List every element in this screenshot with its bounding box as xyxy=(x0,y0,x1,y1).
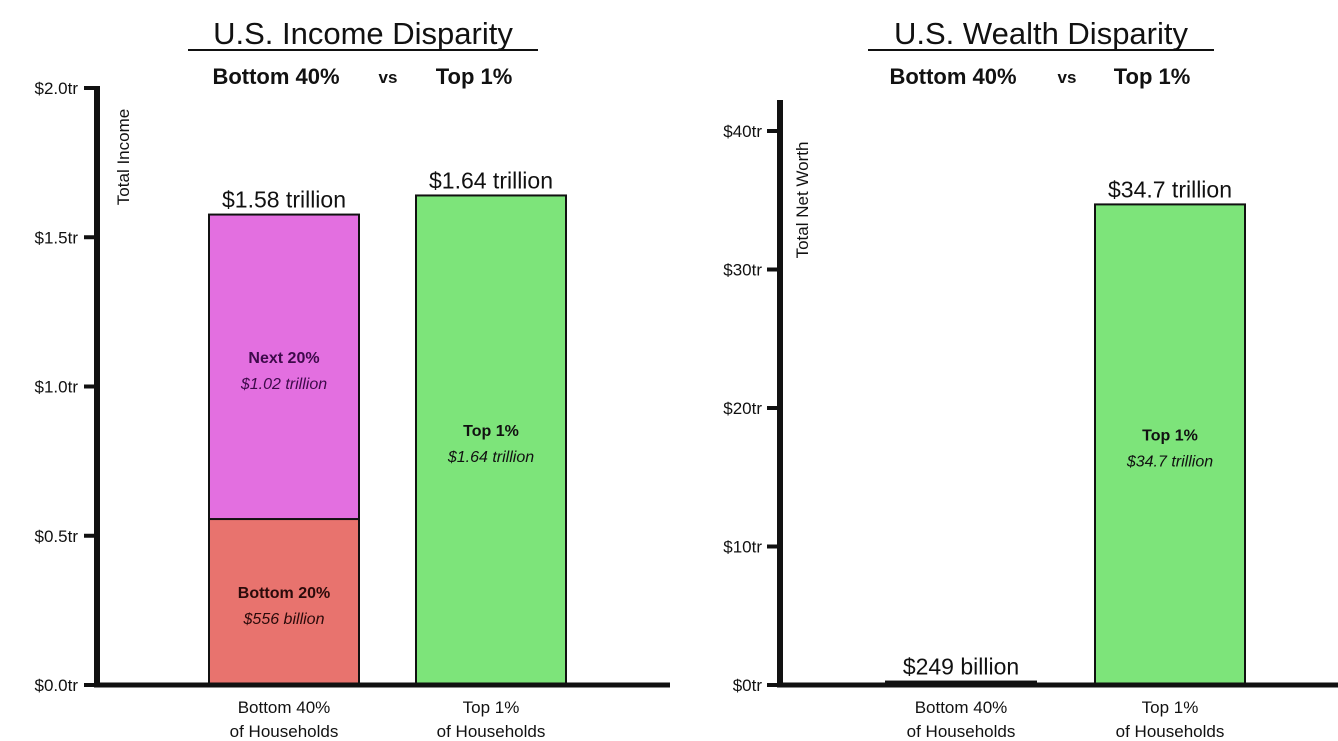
income-segment-value: $1.64 trillion xyxy=(447,449,534,466)
income-subtitle-right: Top 1% xyxy=(436,64,513,89)
income-y-tick-label: $1.5tr xyxy=(35,228,79,247)
wealth-segment-value: $34.7 trillion xyxy=(1126,454,1213,471)
wealth-bars: $249 billion Top 1% $34.7 trillion $34.7 tr… xyxy=(885,176,1246,686)
wealth-segment-name: Top 1% xyxy=(1142,428,1198,445)
wealth-category-labels: Bottom 40% of Households Top 1% of Househol… xyxy=(907,698,1225,741)
income-segment-name: Top 1% xyxy=(463,423,519,440)
wealth-category-label: Bottom 40% xyxy=(915,698,1008,717)
wealth-y-tick-label: $20tr xyxy=(723,399,762,418)
income-chart: U.S. Income Disparity Bottom 40% vs Top … xyxy=(35,16,670,741)
income-bar-total-label: $1.58 trillion xyxy=(222,187,346,213)
wealth-y-tick-label: $10tr xyxy=(723,538,762,557)
wealth-y-axis-label: Total Net Worth xyxy=(793,142,812,259)
wealth-y-ticks: $0tr $10tr $20tr $30tr $40tr xyxy=(723,122,780,695)
wealth-subtitle-right: Top 1% xyxy=(1114,64,1191,89)
income-category-labels: Bottom 40% of Households Top 1% of Househol… xyxy=(230,698,546,741)
wealth-category-label-line2: of Households xyxy=(907,722,1016,741)
income-chart-title: U.S. Income Disparity xyxy=(213,16,513,51)
income-bar-total-label: $1.64 trillion xyxy=(429,167,553,193)
income-bar-segment xyxy=(208,213,360,521)
wealth-subtitle-left: Bottom 40% xyxy=(889,64,1016,89)
income-bars: Bottom 20% $556 billion Next 20% $1.02 tril… xyxy=(208,167,567,687)
wealth-bar-segment xyxy=(1094,203,1246,686)
income-y-tick-label: $0.5tr xyxy=(35,527,79,546)
income-y-tick-label: $1.0tr xyxy=(35,378,79,397)
wealth-chart-title: U.S. Wealth Disparity xyxy=(894,16,1189,51)
wealth-subtitle-vs: vs xyxy=(1058,68,1077,87)
wealth-bar-total-label: $34.7 trillion xyxy=(1108,176,1232,202)
wealth-category-label: Top 1% xyxy=(1142,698,1199,717)
wealth-y-tick-label: $0tr xyxy=(733,676,763,695)
wealth-y-tick-label: $30tr xyxy=(723,261,762,280)
income-segment-value: $556 billion xyxy=(243,611,325,628)
income-subtitle-left: Bottom 40% xyxy=(212,64,339,89)
income-bar-segment xyxy=(415,194,567,687)
income-category-label: Bottom 40% xyxy=(238,698,331,717)
income-category-label: Top 1% xyxy=(463,698,520,717)
income-subtitle-vs: vs xyxy=(379,68,398,87)
income-segment-value: $1.02 trillion xyxy=(240,376,327,393)
income-segment-name: Next 20% xyxy=(248,350,319,367)
wealth-y-tick-label: $40tr xyxy=(723,122,762,141)
income-category-label-line2: of Households xyxy=(437,722,546,741)
income-y-ticks: $0.0tr $0.5tr $1.0tr $1.5tr $2.0tr xyxy=(35,79,97,695)
wealth-chart: U.S. Wealth Disparity Bottom 40% vs Top … xyxy=(723,16,1338,741)
income-y-tick-label: $2.0tr xyxy=(35,79,79,98)
income-y-tick-label: $0.0tr xyxy=(35,676,79,695)
income-category-label-line2: of Households xyxy=(230,722,339,741)
wealth-category-label-line2: of Households xyxy=(1116,722,1225,741)
income-y-axis-label: Total Income xyxy=(114,109,133,205)
wealth-bar-total-label: $249 billion xyxy=(903,654,1019,680)
income-segment-name: Bottom 20% xyxy=(238,585,330,602)
